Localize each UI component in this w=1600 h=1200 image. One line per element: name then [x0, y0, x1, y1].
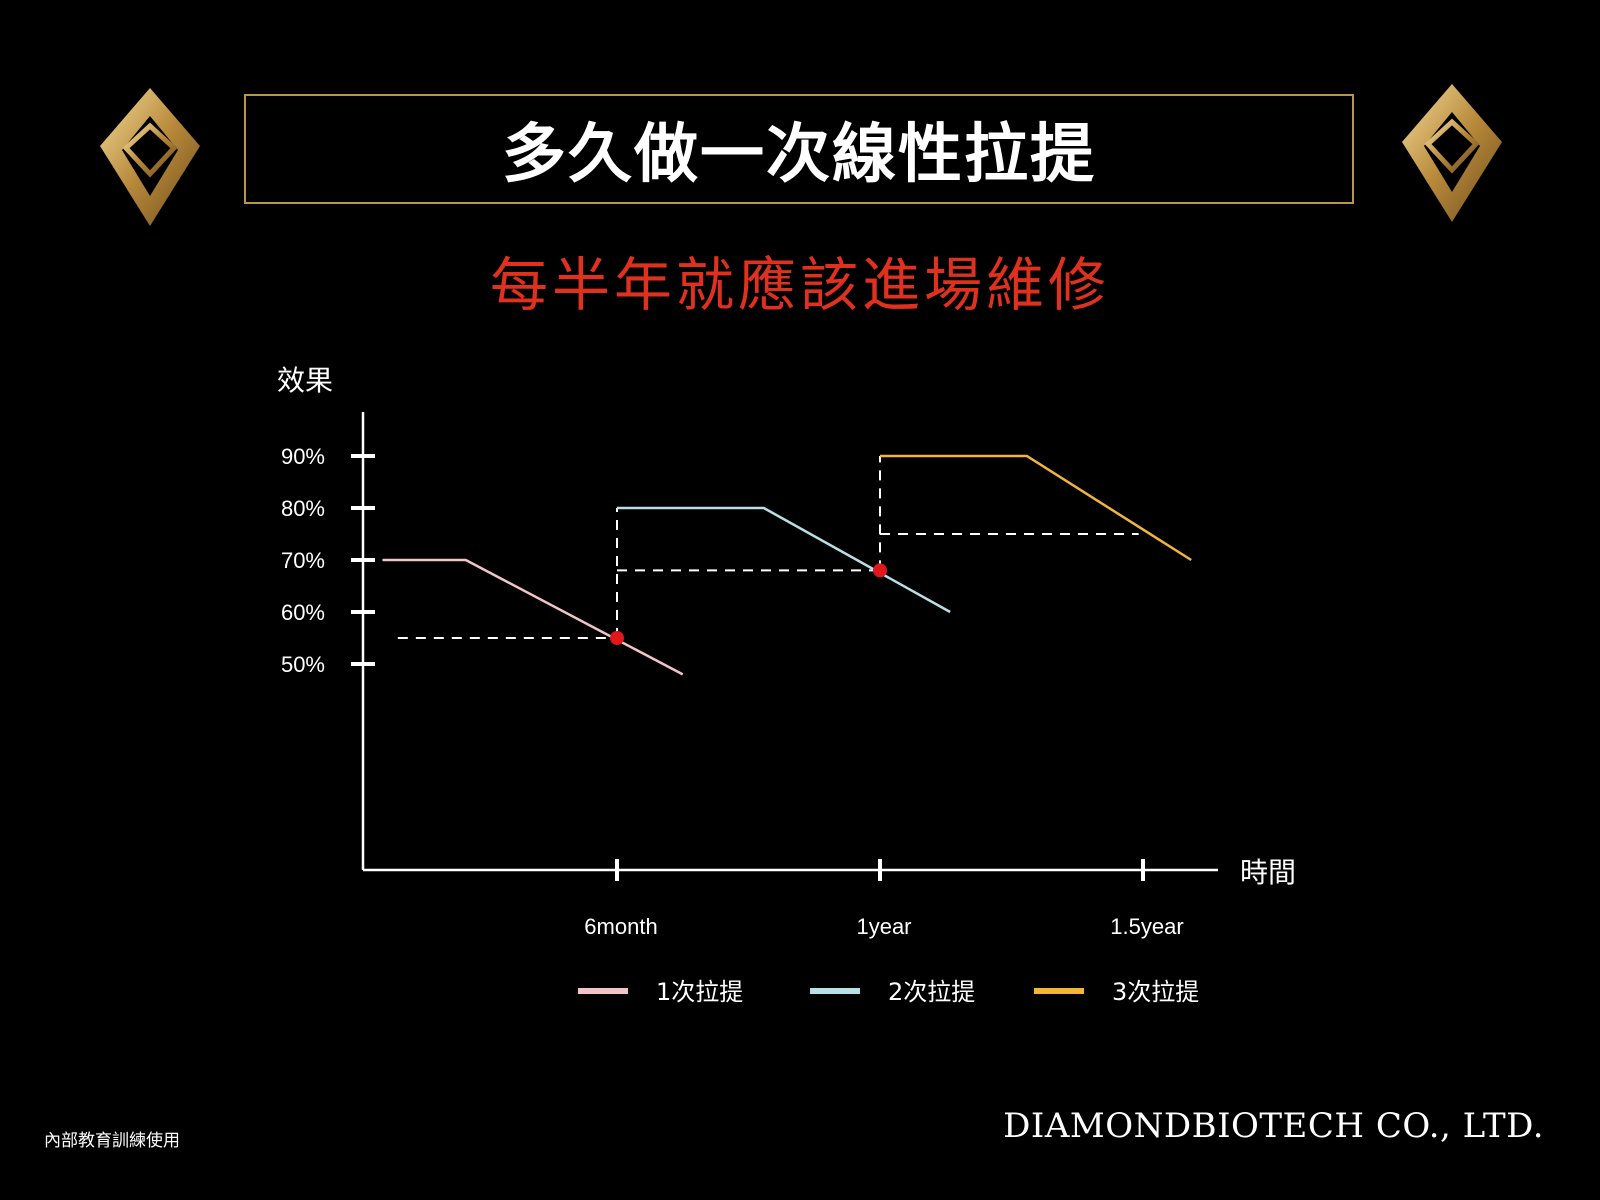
y-tick-label: 90%: [281, 444, 325, 469]
page-subtitle: 每半年就應該進場維修: [489, 251, 1110, 319]
y-tick-label: 50%: [281, 652, 325, 677]
internal-use-note: 內部教育訓練使用: [44, 1131, 180, 1151]
y-tick-label: 70%: [281, 548, 325, 573]
y-tick-label: 60%: [281, 600, 325, 625]
diamond-logo-left-icon: [100, 88, 200, 226]
series-line-2: [617, 506, 951, 614]
x-tick-label: 1.5year: [1110, 914, 1183, 939]
company-name: DIAMONDBIOTECH CO., LTD.: [1003, 1106, 1544, 1146]
series-line-3: [880, 454, 1192, 562]
data-point-marker: [873, 563, 887, 578]
data-point-marker: [610, 631, 624, 645]
y-tick-label: 80%: [281, 496, 325, 521]
x-tick-label: 1year: [856, 914, 911, 939]
page-title: 多久做一次線性拉提: [502, 117, 1096, 192]
x-tick-label: 6month: [584, 914, 657, 939]
diamond-logo-right-icon: [1402, 84, 1502, 222]
title-frame: 多久做一次線性拉提: [244, 94, 1354, 204]
x-axis-title: 時間: [1240, 856, 1296, 889]
legend-label-3: 3次拉提: [1112, 978, 1199, 1006]
series-line-1: [382, 558, 684, 676]
legend-label-1: 1次拉提: [656, 978, 743, 1006]
y-axis-title: 效果: [277, 364, 333, 397]
legend-label-2: 2次拉提: [888, 978, 975, 1006]
